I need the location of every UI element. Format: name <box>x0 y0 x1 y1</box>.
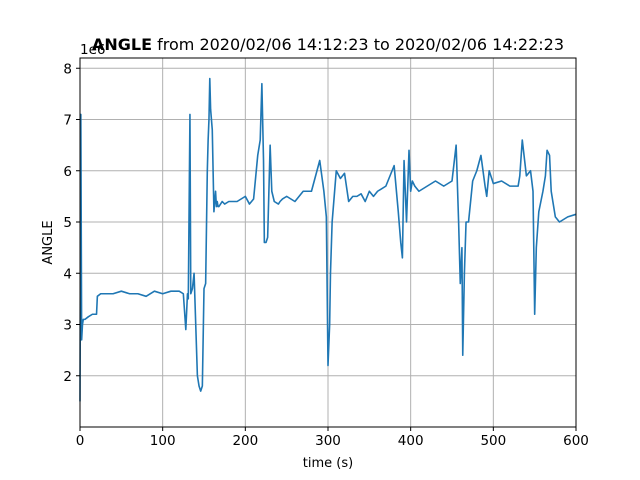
x-tick-label: 400 <box>398 433 424 449</box>
x-tick-label: 100 <box>150 433 176 449</box>
x-tick-label: 500 <box>480 433 506 449</box>
y-tick-label: 5 <box>63 215 72 231</box>
grid-lines <box>79 58 577 427</box>
chart-title-bold: ANGLE <box>92 35 152 54</box>
chart-title-rest: from 2020/02/06 14:12:23 to 2020/02/06 1… <box>152 35 564 54</box>
y-offset-text: 1e6 <box>80 42 105 58</box>
series-group <box>79 77 577 402</box>
y-tick-label: 2 <box>63 369 72 385</box>
chart-title: ANGLE from 2020/02/06 14:12:23 to 2020/0… <box>92 35 564 54</box>
x-tick-label: 300 <box>315 433 341 449</box>
y-tick-label: 6 <box>63 164 72 180</box>
x-tick-label: 600 <box>563 433 589 449</box>
x-axis-label: time (s) <box>303 456 353 471</box>
y-tick-label: 3 <box>63 318 72 334</box>
y-tick-label: 8 <box>63 61 72 77</box>
x-tick-label: 0 <box>76 433 85 449</box>
y-axis-label: ANGLE <box>41 220 56 264</box>
axis-ticks: 0 100 200 300 400 500 600 2 3 4 5 6 7 8 <box>63 61 588 449</box>
series-line <box>79 77 577 402</box>
y-tick-label: 4 <box>63 266 72 282</box>
y-tick-label: 7 <box>63 113 72 129</box>
x-tick-label: 200 <box>232 433 258 449</box>
